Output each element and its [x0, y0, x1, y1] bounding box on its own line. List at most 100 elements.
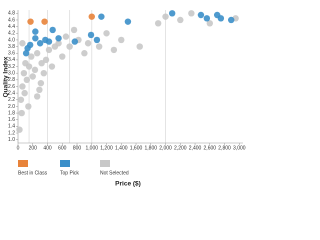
- point: [70, 26, 78, 34]
- y-tick-label: 1.4: [8, 124, 15, 130]
- y-tick-label: 2.6: [8, 84, 15, 90]
- point: [31, 66, 39, 74]
- x-tick-label: 800: [73, 145, 82, 151]
- y-tick-label: 3.0: [8, 71, 15, 77]
- x-tick-label: 1,800: [145, 145, 158, 151]
- legend-label: Top Pick: [60, 170, 79, 176]
- x-tick-label: 2,400: [189, 145, 202, 151]
- point: [28, 53, 35, 60]
- point: [95, 43, 103, 50]
- point: [227, 16, 235, 24]
- point: [33, 50, 41, 57]
- y-tick-label: 4.0: [8, 37, 15, 43]
- x-tick-label: 1,400: [115, 145, 128, 151]
- point: [19, 83, 26, 90]
- point: [17, 96, 25, 103]
- y-tick-label: 1.6: [8, 117, 15, 123]
- y-tick-label: 3.4: [8, 57, 15, 63]
- point: [93, 36, 101, 44]
- y-axis-label: Quality Index: [3, 56, 10, 97]
- point: [124, 18, 132, 25]
- point: [42, 56, 50, 64]
- point: [177, 16, 184, 24]
- x-tick-label: 2,600: [204, 145, 217, 151]
- point: [20, 69, 28, 77]
- point: [29, 73, 36, 80]
- y-tick-label: 1.2: [8, 130, 15, 136]
- point: [162, 13, 169, 20]
- point: [197, 11, 205, 19]
- point: [110, 46, 118, 54]
- point: [217, 15, 225, 22]
- legend-swatch: [60, 160, 70, 167]
- y-tick-label: 2.2: [8, 97, 15, 103]
- point: [71, 38, 79, 45]
- point: [98, 13, 105, 20]
- point: [23, 76, 31, 84]
- point: [45, 46, 53, 54]
- legend-label: Not Selected: [100, 170, 129, 176]
- point: [45, 38, 53, 45]
- point: [38, 60, 45, 67]
- point: [136, 43, 143, 50]
- point: [81, 50, 88, 57]
- x-axis-label: Price ($): [115, 181, 141, 188]
- point: [22, 50, 30, 57]
- y-tick-label: 3.8: [8, 44, 15, 50]
- x-tick-label: 2,200: [174, 145, 187, 151]
- x-tick-label: 1,200: [100, 145, 113, 151]
- point: [24, 45, 31, 52]
- point: [16, 126, 23, 133]
- x-tick-label: 200: [29, 145, 38, 151]
- point: [103, 30, 110, 37]
- point: [55, 40, 62, 47]
- y-tick-label: 1.0: [8, 137, 15, 143]
- x-tick-label: 1,600: [130, 145, 143, 151]
- point: [19, 40, 26, 47]
- legend-swatch: [18, 160, 28, 167]
- point: [84, 40, 92, 47]
- point: [48, 63, 56, 70]
- point: [36, 40, 44, 47]
- y-tick-label: 1.8: [8, 110, 15, 116]
- point: [88, 13, 95, 20]
- point: [32, 35, 39, 42]
- x-tick-label: 0: [17, 145, 20, 151]
- y-tick-label: 3.2: [8, 64, 15, 70]
- point: [25, 63, 33, 70]
- point: [18, 109, 25, 117]
- point: [25, 103, 32, 110]
- y-tick-label: 4.2: [8, 31, 15, 37]
- y-tick-label: 4.8: [8, 11, 15, 17]
- point: [55, 35, 62, 42]
- point: [203, 15, 211, 22]
- point: [59, 53, 66, 60]
- point: [206, 20, 214, 27]
- point: [168, 10, 176, 17]
- point: [118, 36, 125, 44]
- point: [37, 79, 45, 87]
- y-tick-label: 3.6: [8, 51, 15, 57]
- y-tick-label: 2.0: [8, 104, 15, 110]
- point: [154, 20, 162, 27]
- legend-swatch: [100, 160, 110, 167]
- point: [32, 28, 39, 35]
- x-tick-label: 400: [43, 145, 52, 151]
- point: [33, 93, 41, 100]
- point: [41, 18, 48, 25]
- y-tick-label: 4.4: [8, 24, 15, 30]
- point: [27, 18, 34, 25]
- point: [36, 86, 43, 94]
- x-tick-label: 1,000: [86, 145, 99, 151]
- point: [40, 69, 48, 77]
- point: [21, 89, 28, 97]
- x-tick-label: 2,000: [159, 145, 172, 151]
- y-tick-label: 4.6: [8, 17, 15, 23]
- point: [62, 33, 70, 40]
- chart: Price ($) Quality Index 1.01.21.41.61.82…: [3, 10, 246, 188]
- legend-label: Best in Class: [18, 170, 48, 176]
- point: [188, 10, 195, 17]
- point: [49, 26, 56, 34]
- x-tick-label: 2,800: [218, 145, 231, 151]
- point: [87, 31, 95, 39]
